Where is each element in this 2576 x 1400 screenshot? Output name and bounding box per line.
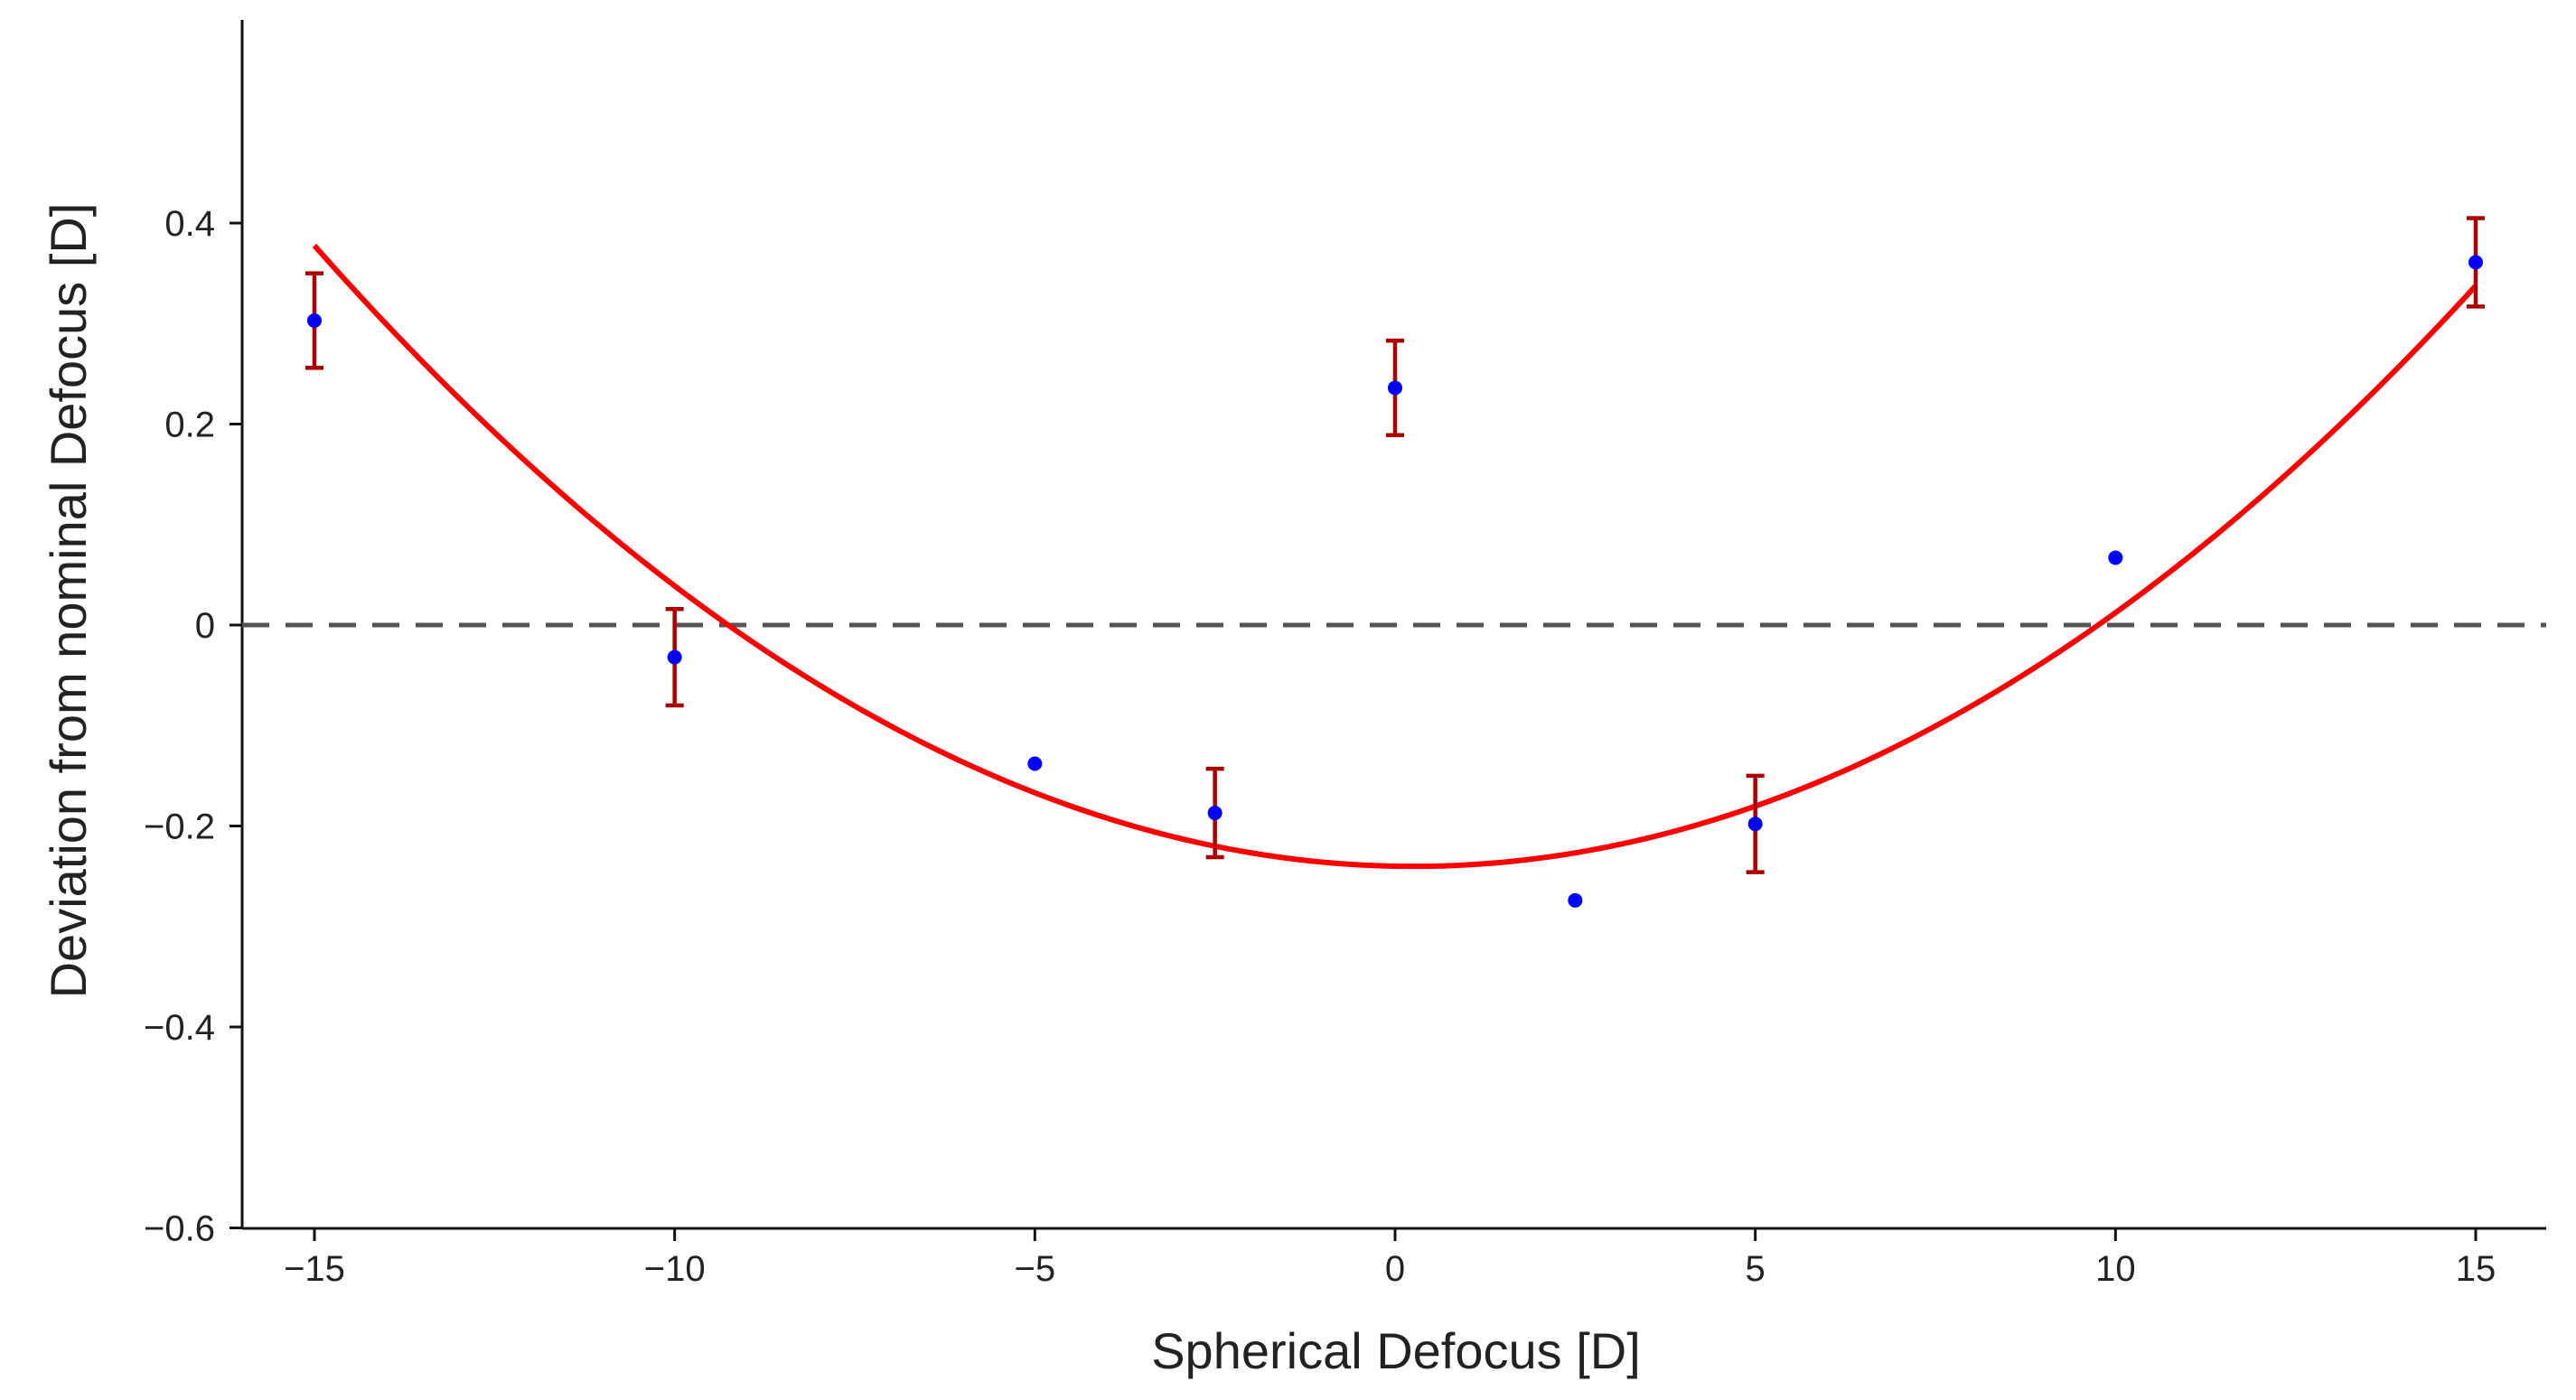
y-axis-label: Deviation from nominal Defocus [D]: [40, 203, 97, 999]
data-points: [307, 255, 2483, 908]
error-bars: [305, 216, 2485, 874]
x-tick-label: 15: [2456, 1249, 2496, 1289]
y-tick-label: 0.2: [164, 406, 215, 445]
data-point: [1027, 756, 1043, 771]
data-point: [1388, 380, 1402, 396]
fit-curve-group: [312, 243, 2478, 870]
data-point: [307, 313, 322, 328]
x-axis-label: Spherical Defocus [D]: [1151, 1322, 1641, 1379]
y-tick-label: 0: [195, 606, 215, 646]
data-point: [1747, 817, 1763, 832]
data-point: [1207, 806, 1222, 821]
y-ticks: −0.6 −0.4 −0.2 0 0.2 0.4: [144, 204, 242, 1249]
x-tick-label: 0: [1385, 1249, 1405, 1289]
x-tick-label: −5: [1015, 1249, 1056, 1289]
data-point: [667, 649, 682, 665]
x-tick-label: 10: [2095, 1249, 2136, 1289]
y-tick-label: −0.2: [144, 807, 215, 847]
y-tick-label: 0.4: [164, 204, 215, 244]
data-point: [2468, 255, 2483, 270]
fit-curve: [312, 243, 2478, 870]
x-ticks: −15 −10 −5 0 5 10 15: [284, 1228, 2496, 1289]
x-tick-label: 5: [1746, 1249, 1766, 1289]
data-point: [2108, 550, 2123, 565]
data-point: [1568, 892, 1583, 908]
y-tick-label: −0.6: [144, 1209, 215, 1249]
y-tick-label: −0.4: [144, 1008, 215, 1048]
x-tick-label: −15: [284, 1249, 345, 1289]
x-tick-label: −10: [644, 1249, 706, 1289]
